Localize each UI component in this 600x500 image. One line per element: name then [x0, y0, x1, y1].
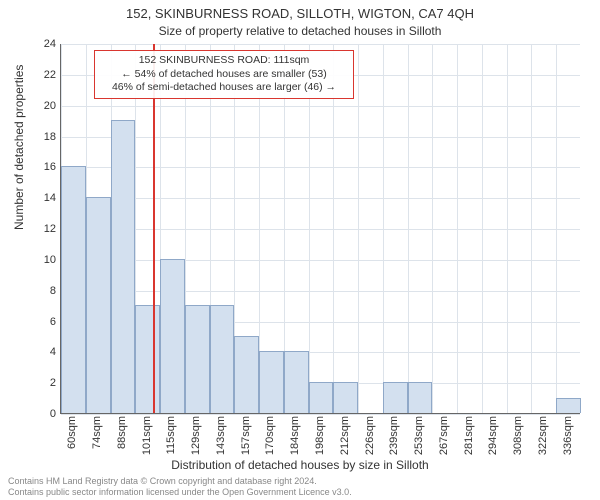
- histogram-bar: [185, 305, 210, 413]
- gridline-h: [61, 414, 580, 415]
- histogram-bar: [61, 166, 86, 413]
- gridline-v: [333, 44, 334, 413]
- x-tick-label: 308sqm: [512, 416, 524, 455]
- gridline-h: [61, 106, 580, 107]
- x-tick-label: 170sqm: [264, 416, 276, 455]
- annotation-box: 152 SKINBURNESS ROAD: 111sqm← 54% of det…: [94, 50, 354, 99]
- histogram-bar: [284, 351, 309, 413]
- footer-attribution: Contains HM Land Registry data © Crown c…: [8, 476, 352, 498]
- plot-area: [60, 44, 580, 414]
- annotation-line: ← 54% of detached houses are smaller (53…: [101, 68, 347, 82]
- gridline-v: [309, 44, 310, 413]
- gridline-h: [61, 291, 580, 292]
- histogram-bar: [111, 120, 136, 413]
- gridline-v: [358, 44, 359, 413]
- x-tick-label: 184sqm: [289, 416, 301, 455]
- y-tick-label: 12: [26, 223, 56, 235]
- x-tick-label: 226sqm: [364, 416, 376, 455]
- histogram-bar: [309, 382, 334, 413]
- chart-container: { "chart": { "type": "histogram", "title…: [0, 0, 600, 500]
- footer-line-1: Contains HM Land Registry data © Crown c…: [8, 476, 352, 487]
- chart-title: 152, SKINBURNESS ROAD, SILLOTH, WIGTON, …: [0, 6, 600, 21]
- gridline-h: [61, 260, 580, 261]
- gridline-v: [482, 44, 483, 413]
- histogram-bar: [135, 305, 160, 413]
- y-tick-label: 4: [26, 346, 56, 358]
- x-tick-label: 101sqm: [141, 416, 153, 455]
- x-tick-label: 253sqm: [413, 416, 425, 455]
- histogram-bar: [383, 382, 408, 413]
- y-tick-label: 20: [26, 100, 56, 112]
- histogram-bar: [333, 382, 358, 413]
- gridline-h: [61, 167, 580, 168]
- gridline-h: [61, 44, 580, 45]
- x-tick-label: 322sqm: [537, 416, 549, 455]
- gridline-v: [531, 44, 532, 413]
- y-tick-label: 24: [26, 38, 56, 50]
- histogram-bar: [556, 398, 581, 413]
- histogram-bar: [259, 351, 284, 413]
- x-tick-label: 129sqm: [190, 416, 202, 455]
- x-tick-label: 74sqm: [91, 416, 103, 449]
- chart-subtitle: Size of property relative to detached ho…: [0, 24, 600, 38]
- gridline-v: [556, 44, 557, 413]
- x-tick-label: 60sqm: [66, 416, 78, 449]
- annotation-line: 46% of semi-detached houses are larger (…: [101, 81, 347, 95]
- gridline-v: [457, 44, 458, 413]
- gridline-h: [61, 198, 580, 199]
- y-tick-label: 2: [26, 377, 56, 389]
- x-tick-label: 198sqm: [314, 416, 326, 455]
- histogram-bar: [210, 305, 235, 413]
- x-tick-label: 336sqm: [562, 416, 574, 455]
- gridline-v: [408, 44, 409, 413]
- y-tick-label: 18: [26, 131, 56, 143]
- y-tick-label: 22: [26, 69, 56, 81]
- y-tick-label: 10: [26, 254, 56, 266]
- y-tick-label: 16: [26, 161, 56, 173]
- x-tick-label: 88sqm: [116, 416, 128, 449]
- gridline-v: [383, 44, 384, 413]
- x-tick-label: 267sqm: [438, 416, 450, 455]
- reference-line: [153, 44, 155, 413]
- y-tick-label: 8: [26, 285, 56, 297]
- x-tick-label: 281sqm: [463, 416, 475, 455]
- gridline-v: [507, 44, 508, 413]
- x-axis-label: Distribution of detached houses by size …: [0, 458, 600, 472]
- x-tick-label: 143sqm: [215, 416, 227, 455]
- gridline-v: [432, 44, 433, 413]
- x-tick-label: 157sqm: [240, 416, 252, 455]
- x-tick-label: 239sqm: [388, 416, 400, 455]
- gridline-h: [61, 229, 580, 230]
- histogram-bar: [86, 197, 111, 413]
- y-tick-label: 14: [26, 192, 56, 204]
- y-axis-label: Number of detached properties: [12, 65, 26, 230]
- annotation-line: 152 SKINBURNESS ROAD: 111sqm: [101, 54, 347, 68]
- histogram-bar: [408, 382, 433, 413]
- histogram-bar: [160, 259, 185, 413]
- y-tick-label: 6: [26, 316, 56, 328]
- x-tick-label: 115sqm: [165, 416, 177, 454]
- histogram-bar: [234, 336, 259, 413]
- x-tick-label: 212sqm: [339, 416, 351, 455]
- gridline-h: [61, 137, 580, 138]
- footer-line-2: Contains public sector information licen…: [8, 487, 352, 498]
- y-tick-label: 0: [26, 408, 56, 420]
- x-tick-label: 294sqm: [487, 416, 499, 455]
